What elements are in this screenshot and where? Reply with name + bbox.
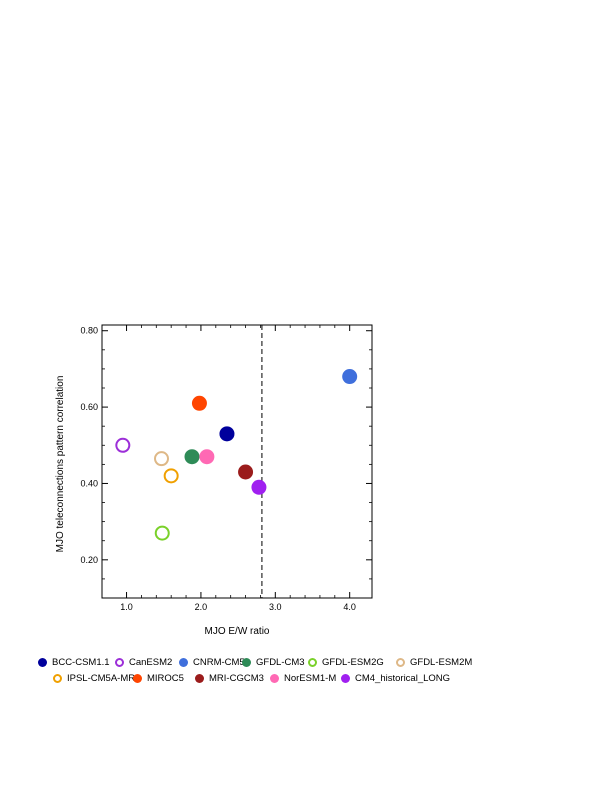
data-point: [184, 449, 200, 465]
data-point: [154, 451, 170, 467]
x-axis-label: MJO E/W ratio: [204, 626, 269, 637]
plot-area: [101, 324, 373, 599]
data-point: [199, 449, 215, 465]
data-point: [238, 464, 254, 480]
x-tick-label: 1.0: [120, 602, 133, 612]
x-tick-label: 4.0: [343, 602, 356, 612]
y-tick-label: 0.60: [80, 402, 98, 412]
data-point: [342, 369, 358, 385]
x-tick-label: 3.0: [269, 602, 282, 612]
data-point: [251, 479, 267, 495]
y-tick-label: 0.20: [80, 555, 98, 565]
data-point: [219, 426, 235, 442]
y-tick-label: 0.40: [80, 478, 98, 488]
data-point: [163, 468, 179, 484]
x-tick-label: 2.0: [195, 602, 208, 612]
data-point: [191, 395, 207, 411]
data-point: [154, 525, 170, 541]
data-point: [115, 437, 131, 453]
y-axis-label: MJO teleconnections pattern correlation: [55, 376, 66, 553]
y-tick-label: 0.80: [80, 326, 98, 336]
